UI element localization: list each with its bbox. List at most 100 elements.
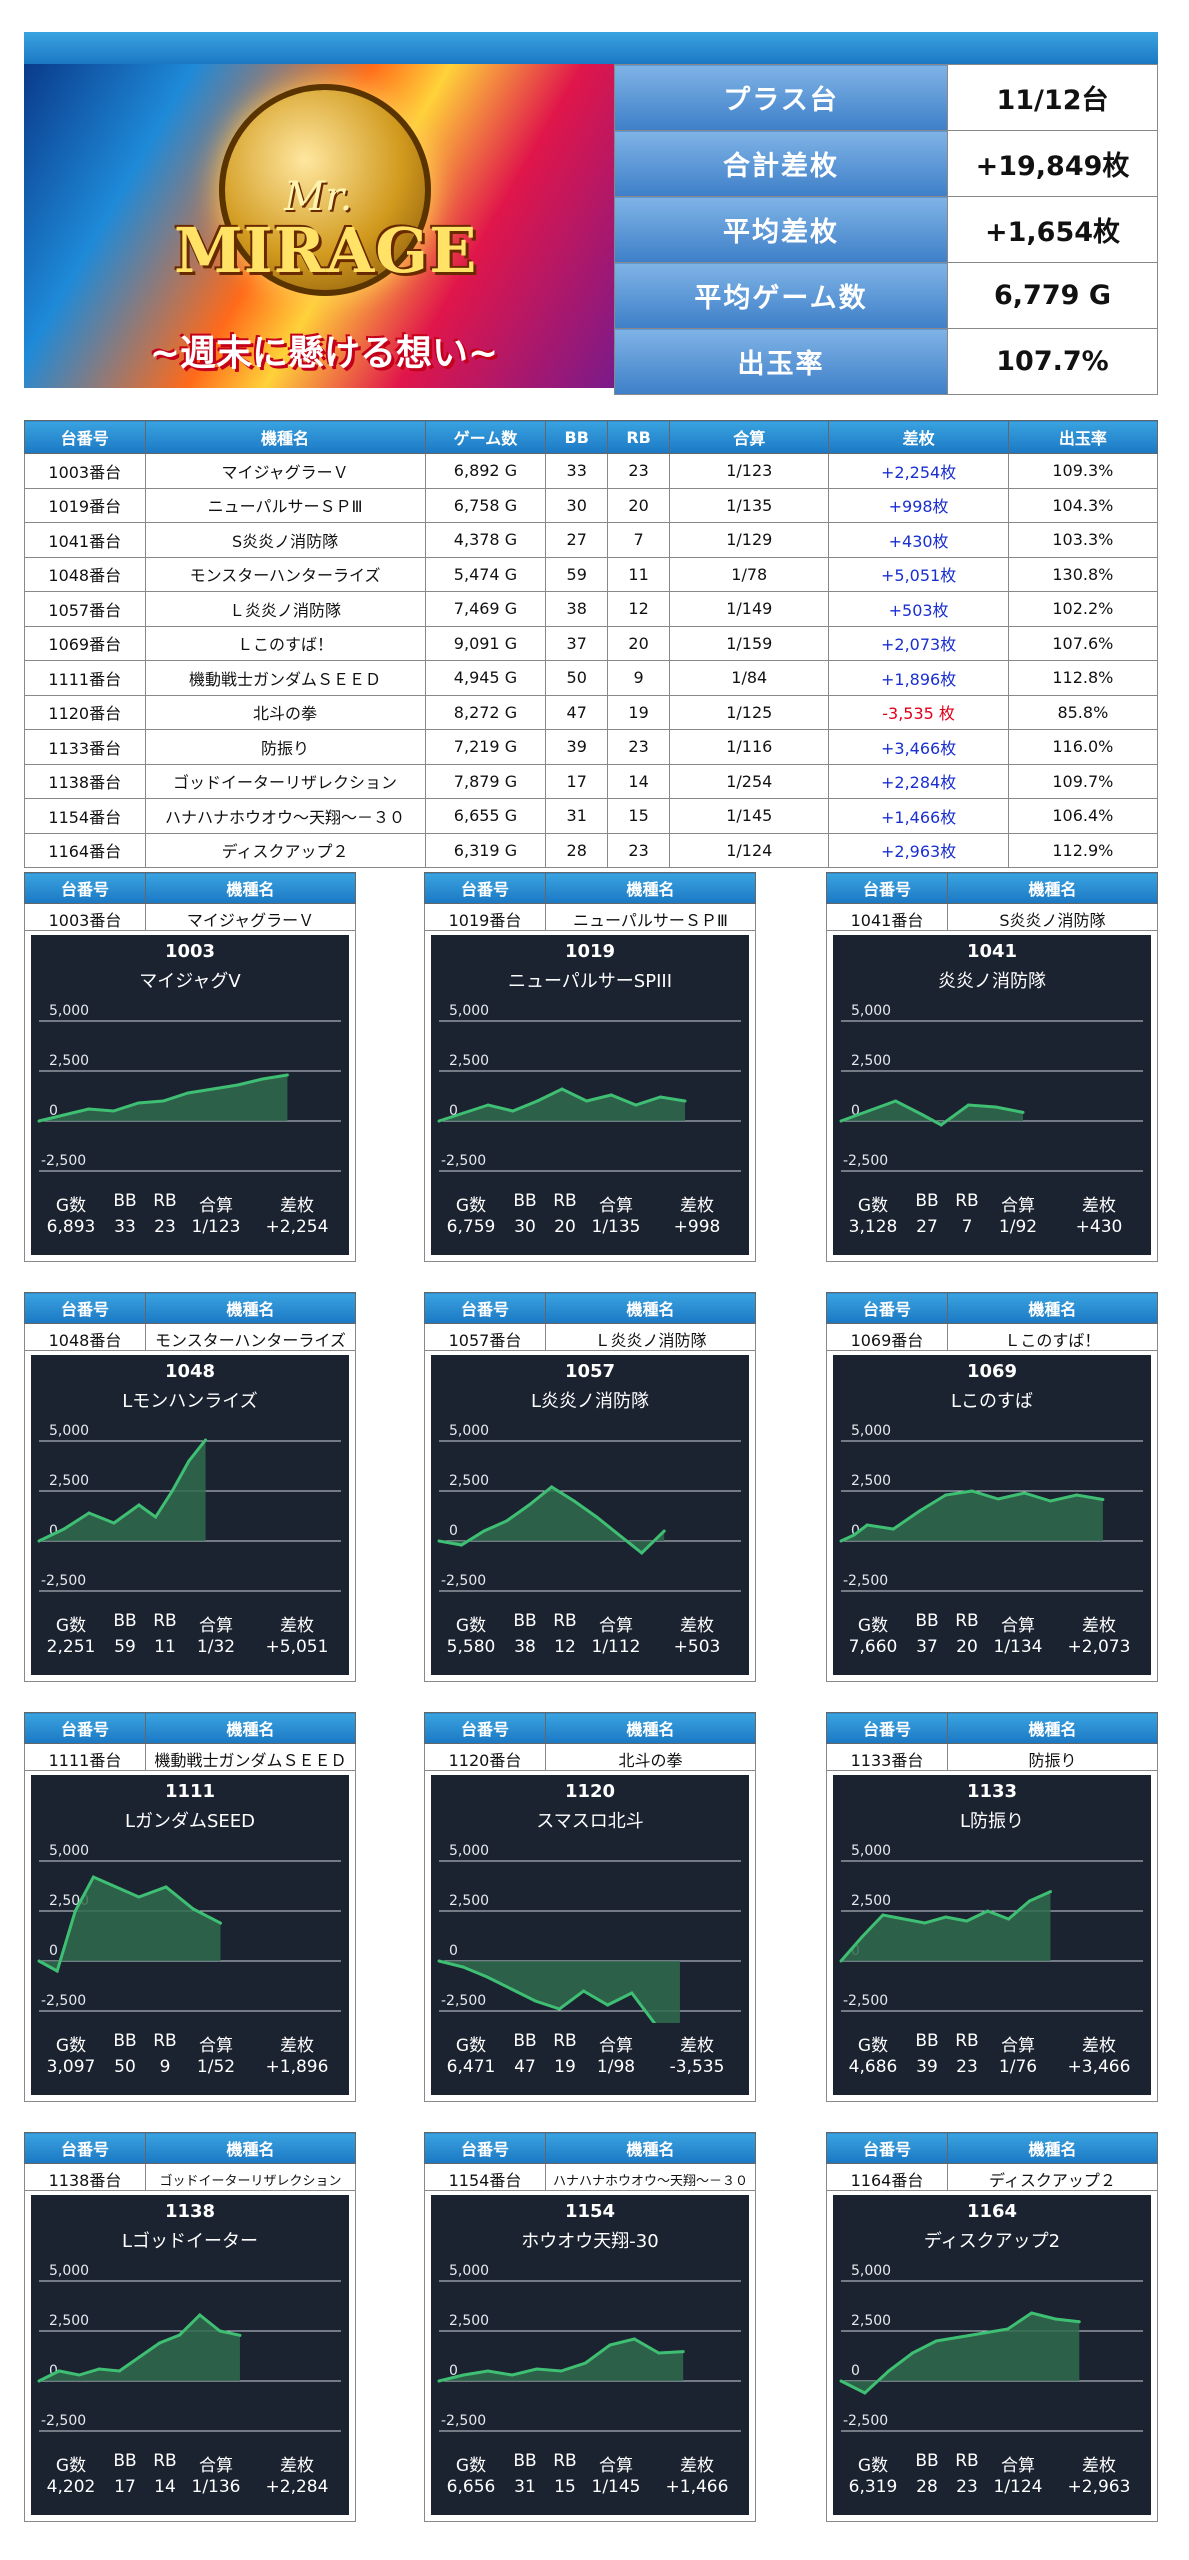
- y-tick-label: 5,000: [49, 1843, 89, 1859]
- card-header-value: 1138番台: [24, 2163, 146, 2195]
- data-point: [460, 1543, 464, 1547]
- data-point: [839, 2379, 843, 2383]
- data-point: [550, 1485, 554, 1489]
- y-tick-label: -2,500: [41, 2413, 86, 2429]
- data-point: [1006, 2327, 1010, 2331]
- stat-value: 12: [554, 1637, 576, 1657]
- data-point: [198, 2313, 202, 2317]
- difference-area: [439, 2339, 684, 2381]
- data-point: [137, 1895, 141, 1899]
- data-point: [73, 1909, 77, 1913]
- chart-panel: 1057 L炎炎ノ消防隊 5,000 2,500 0 -2,500 G数 BB RB 合算 差枚 5,…: [424, 1350, 756, 1682]
- column-header: 合算: [669, 420, 830, 454]
- card-header-label: 台番号: [826, 1292, 948, 1324]
- table-cell: +998枚: [828, 487, 1009, 523]
- stat-label: G数: [857, 2456, 889, 2476]
- data-point: [437, 1119, 441, 1123]
- data-point: [939, 1123, 943, 1127]
- table-cell: 1/129: [669, 522, 830, 558]
- y-tick-label: 2,500: [49, 2313, 89, 2329]
- y-tick-label: 0: [851, 1523, 860, 1539]
- data-point: [1101, 1498, 1105, 1502]
- summary-label: 出玉率: [614, 328, 948, 395]
- machine-card: 台番号 機種名 1120番台 北斗の拳 1120 スマスロ北斗 5,000 2,500 0 -2,…: [424, 1712, 757, 2102]
- data-point: [1075, 1493, 1079, 1497]
- column-header: 台番号: [24, 420, 146, 454]
- chart-dark-panel: 1133L防振り5,0002,5000-2,500G数BBRB合算差枚4,686…: [833, 1775, 1151, 2095]
- data-point: [510, 2373, 514, 2377]
- stat-value: 14: [154, 2477, 176, 2497]
- card-header-value: 1057番台: [424, 1323, 546, 1355]
- card-header-value: 北斗の拳: [544, 1743, 757, 1775]
- table-cell: 33: [545, 453, 609, 489]
- card-header: 台番号 機種名 1164番台 ディスクアップ２: [826, 2132, 1159, 2195]
- y-tick-label: 0: [49, 1523, 58, 1539]
- stat-value: 50: [114, 2057, 136, 2077]
- stat-value: 1/135: [591, 1217, 641, 1237]
- stat-value: 1/134: [993, 1637, 1043, 1657]
- stat-label: 差枚: [280, 2456, 314, 2476]
- data-point: [958, 2335, 962, 2339]
- y-tick-label: 5,000: [851, 1003, 891, 1019]
- chart-title: 1154: [564, 2201, 616, 2222]
- table-cell: +1,896枚: [828, 660, 1009, 696]
- chart-title: 1069: [966, 1361, 1018, 1382]
- column-header: BB: [545, 420, 609, 454]
- data-point: [606, 2003, 610, 2007]
- table-cell: 116.0%: [1007, 729, 1159, 765]
- chart-panel: 1111 LガンダムSEED 5,000 2,500 0 -2,500 G数 BB RB 合算 差枚…: [24, 1770, 356, 2102]
- data-point: [535, 2367, 539, 2371]
- stat-label: G数: [455, 2036, 487, 2056]
- y-tick-label: 2,500: [449, 2313, 489, 2329]
- summary-label: 平均差枚: [614, 196, 948, 263]
- data-point: [535, 1099, 539, 1103]
- stat-label: 合算: [199, 1616, 233, 1636]
- data-point: [863, 2391, 867, 2395]
- chart-subtitle: ホウオウ天翔-30: [521, 2231, 659, 2252]
- data-point: [437, 1539, 441, 1543]
- card-header-value: 1019番台: [424, 903, 546, 935]
- stat-label: BB: [113, 2031, 137, 2051]
- table-cell: 107.6%: [1007, 625, 1159, 661]
- data-point: [934, 2339, 938, 2343]
- card-header-label: 機種名: [544, 872, 757, 904]
- table-cell: 4,378 G: [424, 522, 547, 558]
- stat-label: RB: [955, 1611, 979, 1631]
- stat-value: 6,471: [446, 2057, 496, 2077]
- stat-label: G数: [455, 2456, 487, 2476]
- stat-label: G数: [455, 1616, 487, 1636]
- machine-card: 台番号 機種名 1111番台 機動戦士ガンダムＳＥＥＤ 1111 LガンダムSEED 5,0…: [24, 1712, 357, 2102]
- stat-value: +430: [1075, 1217, 1123, 1237]
- y-tick-label: 5,000: [851, 1423, 891, 1439]
- data-point: [505, 1519, 509, 1523]
- stat-value: 6,893: [46, 1217, 96, 1237]
- data-point: [923, 1921, 927, 1925]
- table-cell: 103.3%: [1007, 522, 1159, 558]
- card-header-value: 1041番台: [826, 903, 948, 935]
- table-cell: ニューパルサーＳＰⅢ: [144, 487, 426, 523]
- difference-area: [39, 2315, 240, 2381]
- stat-value: 23: [154, 1217, 176, 1237]
- data-point: [1021, 1110, 1025, 1114]
- table-cell: 11: [607, 556, 671, 592]
- chart-panel: 1041 炎炎ノ消防隊 5,000 2,500 0 -2,500 G数 BB RB 合算 差枚 3,1…: [826, 930, 1158, 1262]
- y-tick-label: 5,000: [49, 1423, 89, 1439]
- y-tick-label: 5,000: [851, 2263, 891, 2279]
- table-cell: 130.8%: [1007, 556, 1159, 592]
- stat-label: BB: [513, 1191, 537, 1211]
- stat-value: 30: [514, 1217, 536, 1237]
- summary-row: 平均ゲーム数 6,779 G: [614, 262, 1158, 329]
- stat-label: 合算: [599, 1196, 633, 1216]
- data-point: [486, 2369, 490, 2373]
- card-header-value: モンスターハンターライズ: [144, 1323, 357, 1355]
- card-header: 台番号 機種名 1041番台 S炎炎ノ消防隊: [826, 872, 1159, 935]
- difference-chart: 5,000 2,500 0 -2,500: [839, 2263, 1143, 2432]
- table-cell: 38: [545, 591, 609, 627]
- data-point: [1030, 2311, 1034, 2315]
- table-cell: 7,879 G: [424, 763, 547, 799]
- stat-value: 9: [159, 2057, 171, 2077]
- stat-label: BB: [915, 1191, 939, 1211]
- table-cell: 12: [607, 591, 671, 627]
- logo-prefix: Mr.: [284, 174, 353, 220]
- y-tick-label: 2,500: [851, 1053, 891, 1069]
